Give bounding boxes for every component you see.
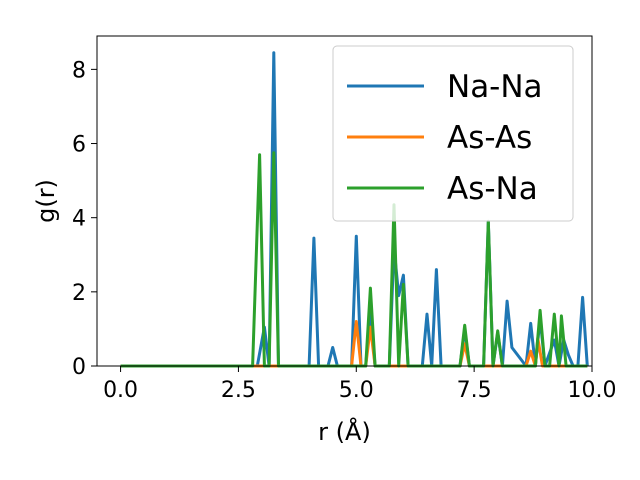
x-tick-label: 5.0 xyxy=(339,378,374,403)
y-tick-label: 4 xyxy=(72,207,86,232)
legend-label-as-na: As-Na xyxy=(447,171,538,207)
x-tick-label: 0.0 xyxy=(103,378,138,403)
x-axis-label: r (Å) xyxy=(318,417,371,446)
y-axis-label: g(r) xyxy=(32,179,60,223)
y-tick-label: 2 xyxy=(72,281,86,306)
y-tick-label: 6 xyxy=(72,133,86,158)
legend: Na-Na As-As As-Na xyxy=(332,45,574,222)
legend-box xyxy=(332,45,574,222)
x-tick-label: 7.5 xyxy=(457,378,492,403)
x-tick-label: 2.5 xyxy=(221,378,256,403)
y-axis: 0 2 4 6 8 xyxy=(72,58,97,380)
legend-label-na-na: Na-Na xyxy=(447,69,543,105)
legend-label-as-as: As-As xyxy=(447,120,532,156)
plot-frame xyxy=(96,35,593,367)
y-tick-label: 0 xyxy=(72,355,86,380)
x-axis: 0.0 2.5 5.0 7.5 10.0 xyxy=(103,366,616,403)
x-tick-label: 10.0 xyxy=(568,378,617,403)
y-tick-label: 8 xyxy=(72,58,86,83)
